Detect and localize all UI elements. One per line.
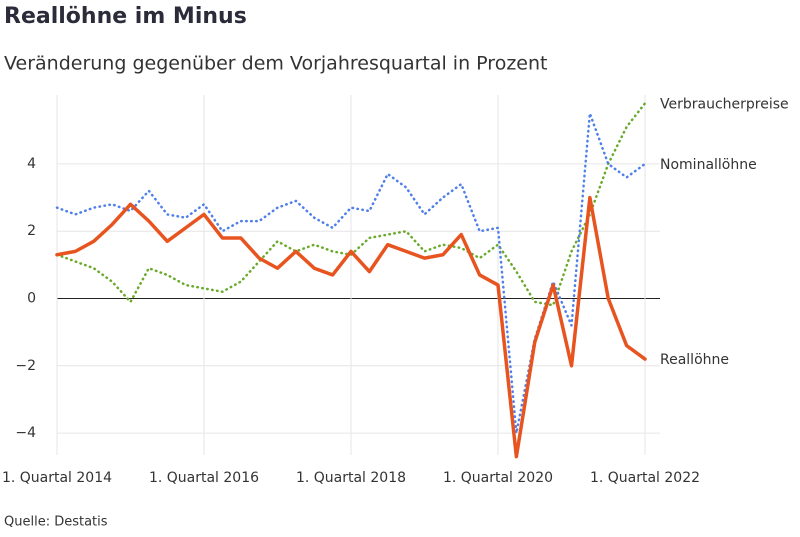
y-tick-label: 2: [27, 223, 36, 239]
series-label: Nominallöhne: [660, 157, 757, 173]
x-tick-label: 1. Quartal 2016: [149, 470, 259, 486]
series-line: [55, 102, 647, 307]
series-label: Verbraucherpreise: [660, 96, 789, 112]
series-line: [55, 195, 647, 459]
source: Quelle: Destatis: [4, 515, 108, 530]
y-tick-label: 4: [27, 156, 36, 172]
chart-title: Reallöhne im Minus: [4, 4, 247, 29]
y-tick-label: −4: [15, 425, 36, 441]
series-line: [55, 112, 647, 435]
x-tick-label: 1. Quartal 2020: [443, 470, 553, 486]
series-label: Reallöhne: [660, 352, 729, 368]
x-tick-label: 1. Quartal 2022: [590, 470, 700, 486]
x-tick-label: 1. Quartal 2018: [296, 470, 406, 486]
x-tick-label: 1. Quartal 2014: [2, 470, 112, 486]
y-tick-label: 0: [27, 291, 36, 307]
chart-subtitle: Veränderung gegenüber dem Vorjahresquart…: [4, 53, 547, 75]
y-tick-label: −2: [15, 358, 36, 374]
